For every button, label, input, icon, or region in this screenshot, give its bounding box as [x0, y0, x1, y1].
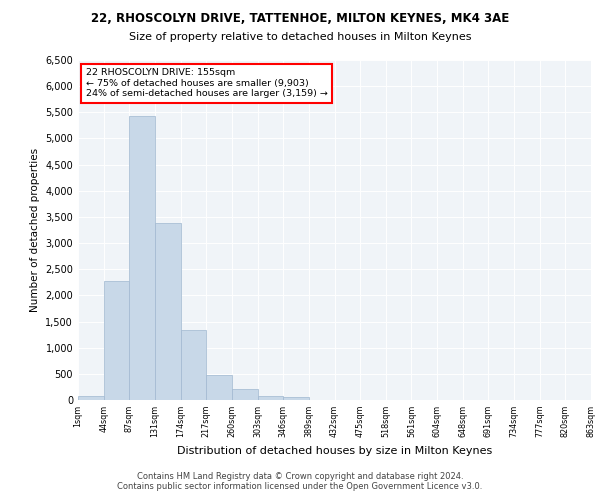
Bar	[130, 116, 155, 400]
X-axis label: Distribution of detached houses by size in Milton Keynes: Distribution of detached houses by size …	[177, 446, 492, 456]
Bar	[155, 223, 181, 400]
Y-axis label: Number of detached properties: Number of detached properties	[30, 148, 40, 312]
Bar	[181, 330, 206, 400]
Text: Contains HM Land Registry data © Crown copyright and database right 2024.
Contai: Contains HM Land Registry data © Crown c…	[118, 472, 482, 491]
Text: 22, RHOSCOLYN DRIVE, TATTENHOE, MILTON KEYNES, MK4 3AE: 22, RHOSCOLYN DRIVE, TATTENHOE, MILTON K…	[91, 12, 509, 26]
Bar	[104, 282, 130, 400]
Bar	[283, 398, 309, 400]
Bar	[232, 389, 257, 400]
Bar	[206, 376, 232, 400]
Bar	[78, 396, 104, 400]
Text: Size of property relative to detached houses in Milton Keynes: Size of property relative to detached ho…	[129, 32, 471, 42]
Bar	[257, 396, 283, 400]
Text: 22 RHOSCOLYN DRIVE: 155sqm
← 75% of detached houses are smaller (9,903)
24% of s: 22 RHOSCOLYN DRIVE: 155sqm ← 75% of deta…	[86, 68, 328, 98]
